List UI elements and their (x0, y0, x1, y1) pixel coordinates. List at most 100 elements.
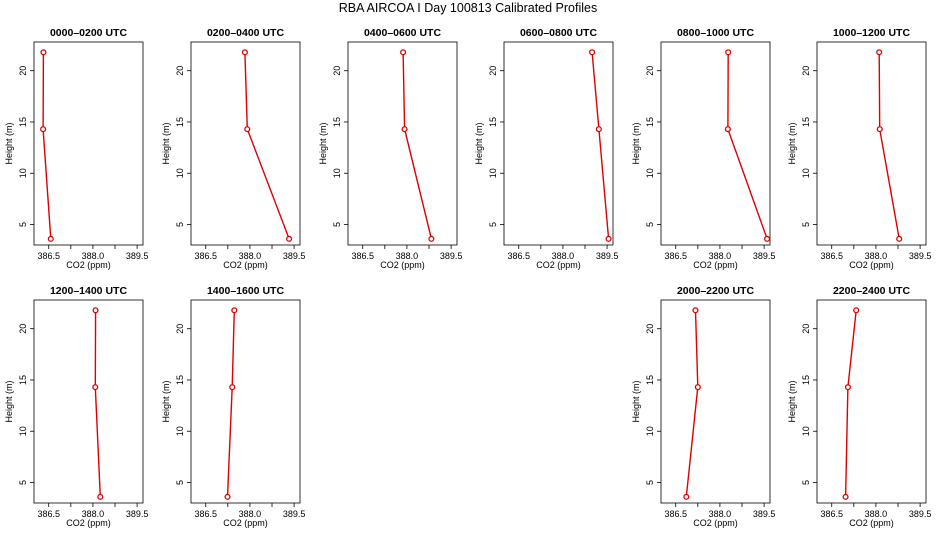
plot-frame (33, 41, 144, 246)
chart-title: 1400–1600 UTC (207, 285, 284, 297)
y-axis-label: Height (m) (318, 122, 328, 164)
y-tick-label: 5 (332, 222, 342, 227)
y-tick-label: 10 (175, 168, 185, 178)
x-tick-label: 389.5 (753, 251, 776, 261)
x-axis-label: CO2 (ppm) (223, 518, 268, 528)
data-point (97, 493, 104, 500)
chart-panel: 1400–1600 UTC 386.5 388.0 389.5 5 10 15 20 CO2 (… (161, 285, 305, 528)
series-line (591, 52, 610, 239)
x-tick-label: 389.5 (596, 251, 619, 261)
x-tick-label: 389.5 (126, 251, 149, 261)
plot-frame (816, 299, 927, 504)
y-tick-label: 10 (801, 426, 811, 436)
y-tick-label: 5 (18, 480, 28, 485)
y-tick-label: 15 (175, 117, 185, 127)
y-tick-label: 20 (175, 66, 185, 76)
x-tick-label: 389.5 (126, 509, 149, 519)
chart-panel: 1200–1400 UTC 386.5 388.0 389.5 5 10 15 20 CO2 (… (4, 285, 148, 528)
chart-title: 2000–2200 UTC (677, 285, 754, 297)
data-point (47, 235, 54, 242)
data-point (896, 235, 903, 242)
chart-title: 0200–0400 UTC (207, 27, 284, 39)
chart-title: 1000–1200 UTC (833, 27, 910, 39)
y-tick-label: 15 (18, 375, 28, 385)
page-title: RBA AIRCOA I Day 100813 Calibrated Profi… (338, 1, 598, 15)
chart-panel: 0400–0600 UTC 386.5 388.0 389.5 5 10 15 20 CO2 (… (318, 27, 462, 270)
y-tick-label: 15 (18, 117, 28, 127)
series-line (685, 310, 699, 497)
data-point (401, 126, 408, 133)
data-point (224, 493, 231, 500)
series-line (727, 52, 768, 240)
y-tick-label: 10 (332, 168, 342, 178)
y-tick-label: 15 (801, 375, 811, 385)
y-axis-label: Height (m) (161, 122, 171, 164)
y-tick-label: 10 (175, 426, 185, 436)
data-point (605, 235, 612, 242)
series-line (42, 52, 52, 239)
x-tick-label: 389.5 (440, 251, 463, 261)
chart-title: 1200–1400 UTC (50, 285, 127, 297)
x-tick-label: 386.5 (820, 251, 843, 261)
plot-frame (503, 41, 614, 246)
y-tick-label: 20 (645, 66, 655, 76)
y-tick-label: 15 (645, 117, 655, 127)
x-tick-label: 388.0 (865, 251, 888, 261)
data-point (92, 307, 99, 314)
chart-panel: 0000–0200 UTC 386.5 388.0 389.5 5 10 15 20 CO2 (… (4, 27, 148, 270)
x-axis-label: CO2 (ppm) (66, 260, 111, 270)
y-tick-label: 5 (488, 222, 498, 227)
data-point (876, 126, 883, 133)
data-point (231, 307, 238, 314)
chart-panel: 1000–1200 UTC 386.5 388.0 389.5 5 10 15 20 CO2 (… (787, 27, 931, 270)
y-tick-label: 5 (645, 222, 655, 227)
y-tick-label: 20 (18, 66, 28, 76)
x-tick-label: 388.0 (709, 509, 732, 519)
data-point (683, 493, 690, 500)
x-tick-label: 388.0 (239, 251, 262, 261)
chart-title: 0400–0600 UTC (364, 27, 441, 39)
y-tick-label: 20 (175, 324, 185, 334)
x-axis-label: CO2 (ppm) (693, 518, 738, 528)
y-tick-label: 20 (801, 324, 811, 334)
y-tick-label: 20 (488, 66, 498, 76)
data-point (40, 126, 47, 133)
y-tick-label: 5 (18, 222, 28, 227)
data-point (724, 126, 731, 133)
y-axis-label: Height (m) (787, 380, 797, 422)
chart-panel: 0800–1000 UTC 386.5 388.0 389.5 5 10 15 20 CO2 (… (631, 27, 775, 270)
data-point (400, 49, 407, 56)
y-tick-label: 15 (332, 117, 342, 127)
chart-title: 2200–2400 UTC (833, 285, 910, 297)
series-line (244, 52, 290, 240)
y-tick-label: 15 (801, 117, 811, 127)
data-point (428, 235, 435, 242)
x-tick-label: 386.5 (194, 251, 217, 261)
data-point (286, 235, 293, 242)
chart-title: 0800–1000 UTC (677, 27, 754, 39)
y-tick-label: 10 (801, 168, 811, 178)
data-point (244, 126, 251, 133)
data-point (694, 384, 701, 391)
series-line (402, 52, 433, 239)
x-tick-label: 386.5 (351, 251, 374, 261)
y-axis-label: Height (m) (631, 122, 641, 164)
data-point (241, 49, 248, 56)
series-line (94, 310, 101, 497)
y-tick-label: 5 (175, 222, 185, 227)
data-point (40, 49, 47, 56)
plot-frame (660, 41, 771, 246)
chart-panel: 2200–2400 UTC 386.5 388.0 389.5 5 10 15 20 CO2 (… (787, 285, 931, 528)
x-tick-label: 389.5 (283, 251, 306, 261)
chart-title: 0000–0200 UTC (50, 27, 127, 39)
x-tick-label: 389.5 (909, 509, 932, 519)
x-axis-label: CO2 (ppm) (849, 260, 894, 270)
data-point (853, 307, 860, 314)
x-tick-label: 386.5 (507, 251, 530, 261)
plot-frame (33, 299, 144, 504)
y-tick-label: 15 (645, 375, 655, 385)
x-tick-label: 386.5 (194, 509, 217, 519)
data-point (842, 493, 849, 500)
y-tick-label: 5 (175, 480, 185, 485)
y-axis-label: Height (m) (631, 380, 641, 422)
